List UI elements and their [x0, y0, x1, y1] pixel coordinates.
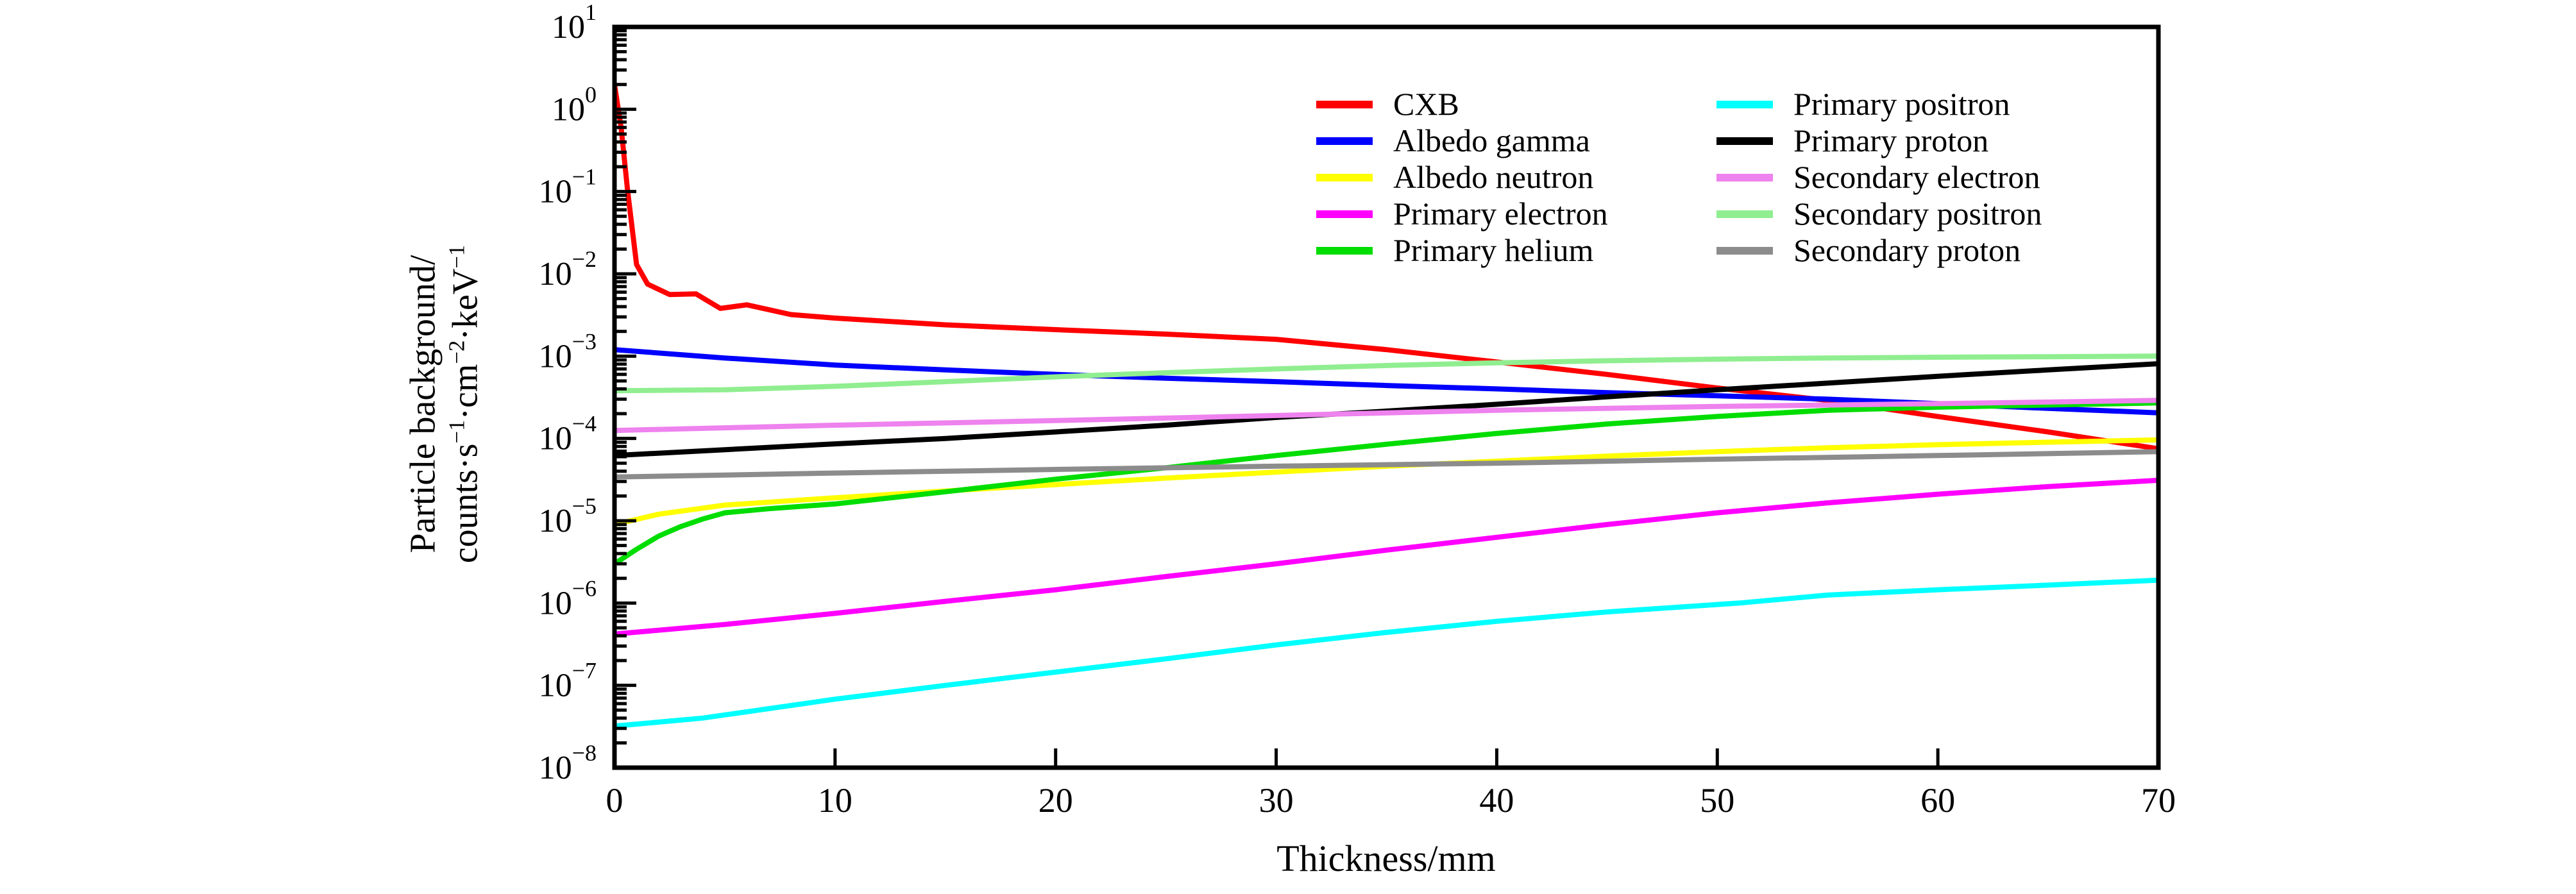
y-axis-title-units: counts·s−1·cm−2·keV−1 [444, 244, 486, 564]
series-line-primary-positron [614, 577, 2158, 729]
legend-label: Primary helium [1393, 232, 1594, 268]
series-line-cxb [614, 81, 2158, 451]
legend-item-primary-helium: Primary helium [1316, 232, 1594, 268]
legend-item-secondary-proton: Secondary proton [1716, 232, 2021, 268]
legend-item-albedo-neutron: Albedo neutron [1316, 159, 1593, 195]
legend-label: Secondary proton [1793, 232, 2021, 268]
legend-label: Albedo neutron [1393, 159, 1593, 195]
series-line-secondary-electron [614, 398, 2158, 434]
legend-item-primary-proton: Primary proton [1716, 122, 1988, 158]
y-axis-title: Particle background/ counts·s−1·cm−2·keV… [403, 245, 487, 564]
series-line-primary-helium [614, 400, 2158, 567]
legend-label: Albedo gamma [1393, 122, 1590, 158]
plot-frame [612, 24, 2161, 770]
y-tick-label: 101 [552, 0, 597, 46]
y-tick-label: 10−5 [539, 493, 597, 539]
y-tick-label: 100 [552, 81, 597, 128]
y-tick-label: 10−6 [539, 575, 597, 621]
y-tick-label: 10−4 [539, 411, 597, 457]
series-line-primary-electron [614, 477, 2158, 637]
x-tick-label: 60 [1920, 781, 1955, 820]
legend-item-albedo-gamma: Albedo gamma [1316, 122, 1590, 158]
legend-item-secondary-electron: Secondary electron [1716, 159, 2040, 195]
y-tick-label: 10−2 [539, 246, 597, 292]
y-axis-title-quantity: Particle background/ [403, 255, 443, 553]
x-tick-label: 30 [1259, 781, 1294, 820]
y-tick-label: 10−3 [539, 328, 597, 375]
y-tick-label: 10−1 [539, 164, 597, 210]
series-line-secondary-proton [614, 449, 2158, 480]
legend-item-secondary-positron: Secondary positron [1716, 196, 2042, 232]
legend-label: Primary proton [1793, 122, 1988, 158]
y-tick-label: 10−8 [539, 740, 597, 786]
series-line-secondary-positron [614, 353, 2158, 394]
curves-group [614, 81, 2158, 729]
legend-label: Secondary electron [1793, 159, 2040, 195]
x-tick-label: 40 [1479, 781, 1514, 820]
legend-item-primary-positron: Primary positron [1716, 86, 2010, 122]
legend-label: Secondary positron [1793, 196, 2042, 232]
x-tick-label: 0 [606, 781, 623, 820]
x-tick-label: 20 [1038, 781, 1073, 820]
ticks-group [613, 25, 2160, 770]
legend-item-cxb: CXB [1316, 86, 1459, 122]
x-tick-label: 10 [818, 781, 852, 820]
y-tick-label: 10−7 [539, 658, 597, 704]
x-tick-label: 50 [1700, 781, 1734, 820]
legend-label: Primary positron [1793, 86, 2010, 122]
x-axis-title: Thickness/mm [1276, 838, 1496, 879]
legend-label: Primary electron [1393, 196, 1608, 232]
x-tick-label: 70 [2141, 781, 2176, 820]
series-line-albedo-neutron [614, 437, 2158, 527]
legend-label: CXB [1393, 86, 1459, 122]
legend-item-primary-electron: Primary electron [1316, 196, 1608, 232]
